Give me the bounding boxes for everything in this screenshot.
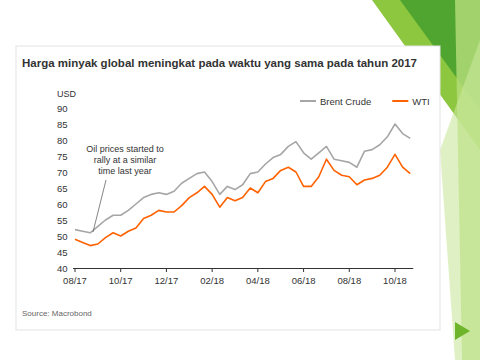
x-tick-label: 10/18 — [383, 275, 407, 286]
series-line — [75, 124, 410, 233]
x-tick-label: 10/17 — [109, 275, 133, 286]
y-tick-label: 60 — [57, 199, 68, 210]
x-axis: 08/17 10/17 12/17 02/18 04/18 06/18 08/18 10/18 — [63, 268, 407, 286]
legend-label: WTI — [412, 96, 429, 107]
x-tick — [120, 268, 121, 272]
y-tick-label: 50 — [57, 231, 68, 242]
slide: Harga minyak global meningkat pada waktu… — [0, 0, 480, 360]
x-tick — [166, 268, 167, 272]
x-tick-label: 06/18 — [292, 275, 316, 286]
legend-swatch — [300, 100, 316, 102]
decor-arrow — [455, 322, 470, 340]
y-tick-label: 45 — [57, 247, 68, 258]
x-tick-label: 12/17 — [155, 275, 179, 286]
x-tick-label: 02/18 — [200, 275, 224, 286]
annotation-leader — [93, 180, 106, 232]
x-tick — [349, 268, 350, 272]
chart-title: Harga minyak global meningkat pada waktu… — [22, 57, 417, 69]
legend-label: Brent Crude — [320, 96, 371, 107]
y-tick-label: 80 — [57, 135, 68, 146]
plot-area — [75, 124, 410, 246]
y-tick-label: 55 — [57, 215, 68, 226]
chart-card — [16, 46, 440, 330]
x-axis-line — [73, 268, 413, 269]
y-tick-label: 65 — [57, 183, 68, 194]
x-tick-label: 08/18 — [337, 275, 361, 286]
x-tick — [75, 268, 76, 272]
y-axis: 40 45 50 55 60 65 70 75 80 85 90 — [57, 103, 68, 274]
annotation-text: time last year — [98, 166, 152, 176]
annotation-text: Oil prices started to — [86, 144, 164, 154]
annotation-text: rally at a similar — [94, 155, 157, 165]
x-tick — [257, 268, 258, 272]
x-tick — [303, 268, 304, 272]
x-tick — [395, 268, 396, 272]
x-tick-label: 08/17 — [63, 275, 87, 286]
decor-shape — [440, 40, 480, 360]
y-tick-label: 75 — [57, 151, 68, 162]
x-tick — [212, 268, 213, 272]
y-tick-label: 40 — [57, 263, 68, 274]
annotation: Oil prices started torally at a similart… — [86, 144, 164, 232]
x-tick-label: 04/18 — [246, 275, 270, 286]
y-axis-label: USD — [57, 89, 77, 99]
legend: Brent Crude WTI — [300, 96, 430, 107]
y-tick-label: 85 — [57, 119, 68, 130]
y-tick-label: 90 — [57, 103, 68, 114]
series-line — [75, 154, 410, 245]
legend-swatch — [392, 100, 408, 102]
y-tick-label: 70 — [57, 167, 68, 178]
source-note: Source: Macrobond — [22, 309, 92, 318]
